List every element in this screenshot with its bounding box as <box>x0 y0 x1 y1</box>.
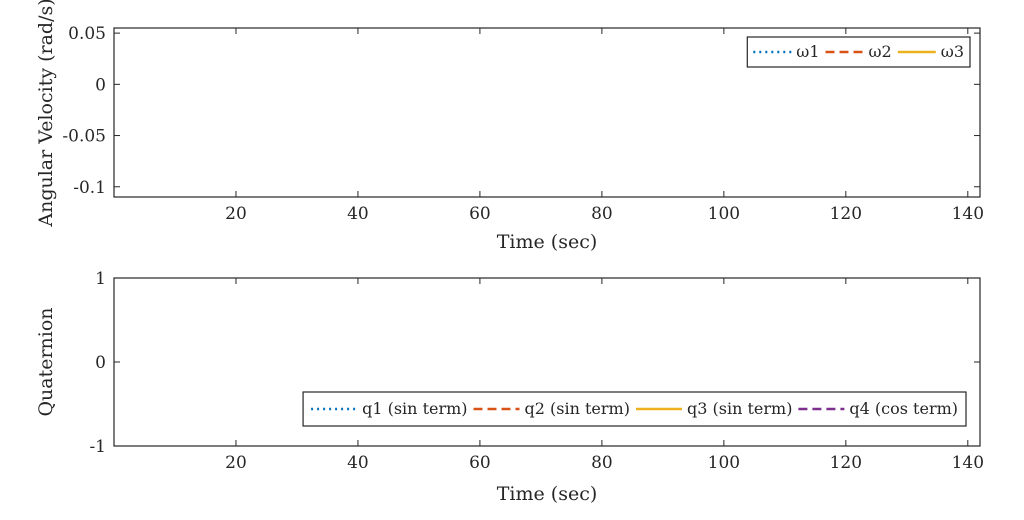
y-axis-label: Angular Velocity (rad/s) <box>35 0 57 228</box>
y-tick-label: -0.05 <box>62 127 106 147</box>
quaternion-plot: 20 40 60 80 100 120 140 1 0 -1 Time (sec) Quaternio… <box>35 269 984 505</box>
legend-label: q3 (sin term) <box>687 399 792 418</box>
y-tick-label: 0 <box>95 75 106 95</box>
legend-box <box>302 391 967 427</box>
x-tick-label: 120 <box>830 204 862 224</box>
legend-item: q2 (sin term) <box>473 399 630 418</box>
angular-velocity-plot: 20 40 60 80 100 120 140 0.05 0 -0.05 -0.1 Time (sec… <box>35 0 984 253</box>
x-tick-label: 60 <box>469 204 491 224</box>
y-tick-label: -1 <box>89 437 106 457</box>
legend-label: q4 (cos term) <box>849 399 958 418</box>
legend-label: q2 (sin term) <box>525 399 630 418</box>
legend-item: q4 (cos term) <box>798 399 958 418</box>
x-tick-label: 40 <box>347 204 369 224</box>
x-tick-label: 100 <box>708 453 740 473</box>
x-tick-label: 100 <box>708 204 740 224</box>
legend-item: q1 (sin term) <box>311 399 468 418</box>
legend-label: ω3 <box>941 42 964 61</box>
x-tick-label: 140 <box>952 453 984 473</box>
legend-item: q3 (sin term) <box>636 399 792 418</box>
legend-item: ω3 <box>897 42 964 61</box>
x-tick-label: 60 <box>469 453 491 473</box>
legend-label: ω2 <box>869 42 892 61</box>
x-tick-label: 120 <box>830 453 862 473</box>
legend-item: ω1 <box>753 42 820 61</box>
x-tick-label: 20 <box>225 204 247 224</box>
x-tick-label: 20 <box>225 453 247 473</box>
y-tick-label: -0.1 <box>73 178 106 198</box>
x-axis-label: Time (sec) <box>497 483 598 505</box>
x-tick-label: 80 <box>591 453 613 473</box>
x-tick-label: 80 <box>591 204 613 224</box>
x-tick-label: 40 <box>347 453 369 473</box>
x-tick-label: 140 <box>952 204 984 224</box>
y-tick-label: 0.05 <box>68 24 106 44</box>
legend-label: ω1 <box>796 42 819 61</box>
y-axis-label: Quaternion <box>35 307 57 416</box>
y-tick-label: 0 <box>95 353 106 373</box>
legend-label: q1 (sin term) <box>362 399 467 418</box>
y-tick-label: 1 <box>95 269 106 289</box>
x-axis-label: Time (sec) <box>497 231 598 253</box>
legend-item: ω2 <box>825 42 892 61</box>
legend: q1 (sin term) q2 (sin term) q3 (sin term) q… <box>302 391 967 427</box>
legend: ω1 ω2 ω3 <box>746 36 971 68</box>
